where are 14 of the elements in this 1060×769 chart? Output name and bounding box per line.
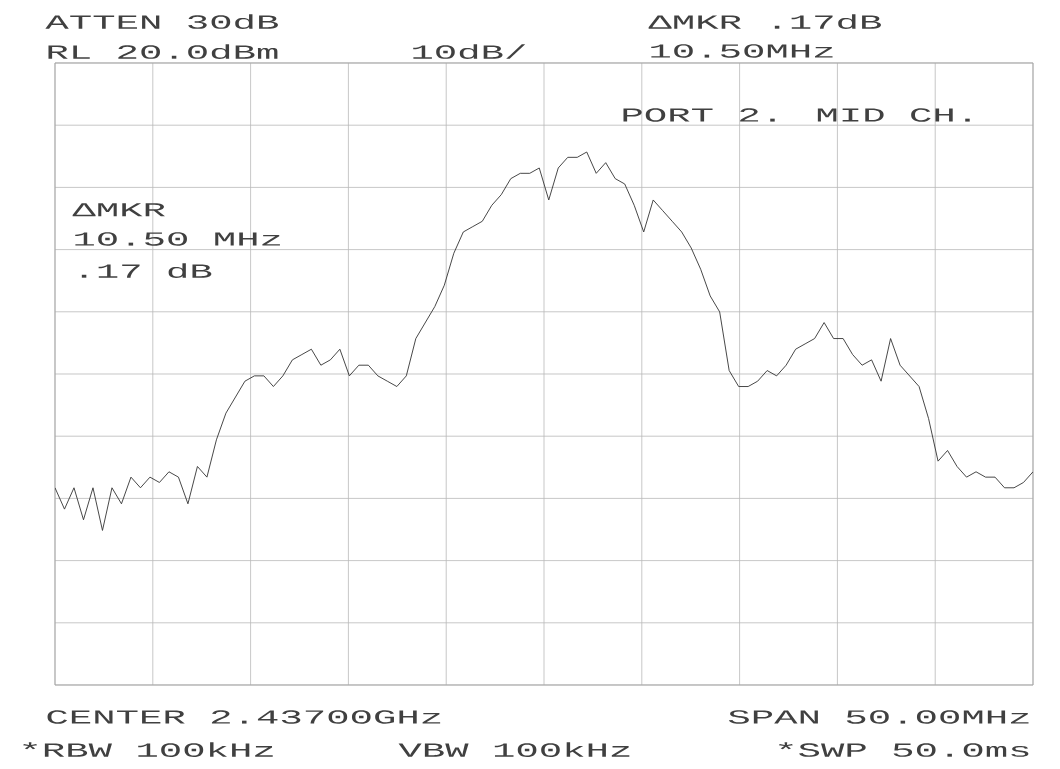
annotation: ΔMKR (72, 203, 165, 217)
text: RL 20.0dBm (48, 44, 278, 59)
annotation: 10.50 MHz (75, 232, 280, 246)
text: 10dB/ (413, 44, 526, 59)
text: SPAN 50.00MHz (728, 710, 1029, 724)
text: CENTER 2.43700GHz (47, 710, 441, 724)
annotation: .17 dB (81, 263, 212, 278)
text: ATTEN 30dB (45, 14, 278, 29)
text: VBW 100kHz (398, 742, 630, 757)
text: *RBW 100kHz (23, 742, 273, 757)
text: PORT 2. MID CH. (623, 108, 970, 122)
text: *SWP 50.0ms (778, 742, 1029, 757)
text: ΔMKR .17dB (648, 14, 881, 29)
text: 10.50MHz (651, 44, 833, 58)
